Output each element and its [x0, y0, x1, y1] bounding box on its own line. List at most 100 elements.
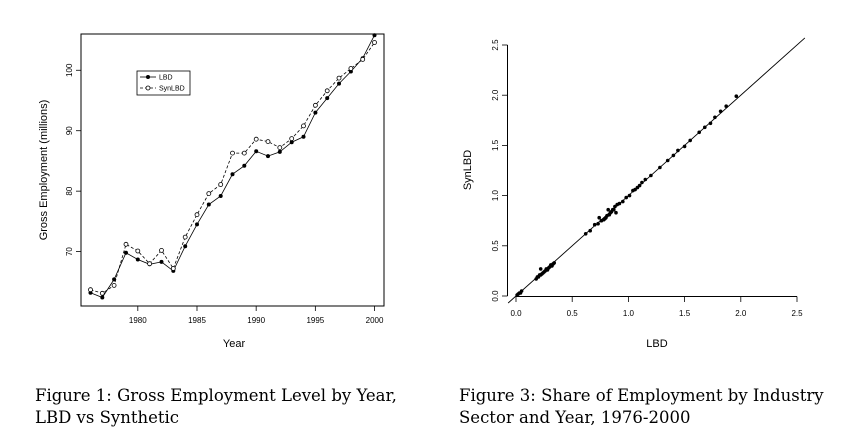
y-tick-label: 80 — [65, 186, 74, 195]
point-lbd — [206, 202, 211, 207]
scatter-point — [588, 228, 592, 233]
point-synlbd — [88, 287, 93, 293]
scatter-point — [596, 221, 600, 226]
scatter-point — [649, 173, 653, 178]
scatter-point — [658, 165, 662, 170]
point-synlbd — [265, 139, 271, 145]
legend-box — [136, 70, 191, 96]
point-synlbd — [182, 234, 188, 240]
point-synlbd — [253, 136, 259, 142]
scatter-point — [676, 148, 680, 153]
point-lbd — [325, 96, 330, 101]
x-axis-label: Year — [223, 338, 246, 350]
point-lbd — [289, 140, 294, 145]
scatter-point — [597, 215, 601, 220]
point-synlbd — [289, 136, 295, 142]
x-tick-label: 1.0 — [623, 309, 635, 318]
series-layer — [88, 33, 377, 300]
scatter-point — [713, 115, 717, 120]
point-synlbd — [194, 212, 200, 218]
y-tick-label: 1.0 — [491, 189, 500, 201]
scatter-point — [697, 130, 701, 135]
y-tick-label: 2.0 — [491, 89, 500, 101]
figure-1-caption: Figure 1: Gross Employment Level by Year… — [35, 386, 397, 427]
scatter-point — [624, 195, 628, 200]
x-tick-label: 1985 — [188, 316, 206, 325]
legend-marker-synlbd — [145, 85, 151, 91]
scatter-point — [643, 177, 648, 182]
point-synlbd — [99, 290, 105, 296]
point-lbd — [372, 33, 377, 38]
point-lbd — [124, 250, 128, 255]
x-axis: 1980 1985 1990 1995 2000 — [129, 306, 384, 325]
y-tick-label: 70 — [65, 247, 74, 256]
point-lbd — [277, 149, 282, 154]
point-synlbd — [159, 247, 164, 253]
point-lbd — [301, 134, 306, 139]
point-synlbd — [324, 88, 330, 94]
scatter-point — [592, 222, 597, 227]
point-lbd — [159, 259, 164, 264]
points-layer — [515, 94, 739, 297]
y-axis-label: Gross Employment (millions) — [38, 100, 50, 241]
point-synlbd — [348, 66, 354, 71]
scatter-point — [724, 104, 728, 108]
y-tick-label: 1.5 — [491, 139, 500, 151]
y-tick-label: 0.5 — [491, 240, 500, 252]
scatter-point — [708, 121, 713, 126]
scatter-point — [606, 207, 610, 212]
point-synlbd — [135, 248, 141, 254]
scatter-point — [612, 207, 616, 212]
point-lbd — [135, 257, 140, 262]
legend-label-synlbd: SynLBD — [159, 86, 185, 93]
scatter-point — [688, 138, 692, 143]
point-synlbd — [170, 266, 176, 271]
y-tick-label: 2.5 — [491, 39, 500, 51]
scatter-point — [617, 201, 622, 206]
scatter-point — [552, 261, 556, 265]
x-tick-label: 0.5 — [567, 309, 579, 318]
scatter-point — [614, 210, 618, 215]
point-synlbd — [241, 150, 247, 156]
point-synlbd — [111, 282, 117, 288]
x-tick-label: 1.5 — [679, 309, 691, 318]
point-lbd — [242, 163, 247, 168]
x-tick-label: 2.5 — [791, 309, 803, 318]
point-synlbd — [360, 57, 366, 62]
point-lbd — [337, 81, 341, 86]
point-synlbd — [206, 191, 212, 197]
scatter-point — [637, 183, 642, 188]
y-axis: 0.0 0.5 1.0 1.5 2.0 2.5 — [491, 39, 508, 302]
x-tick-label: 0.0 — [510, 309, 522, 318]
point-lbd — [254, 149, 259, 154]
y-tick-label: 0.0 — [491, 290, 500, 302]
point-synlbd — [230, 150, 235, 156]
y-tick-label: 100 — [65, 63, 74, 77]
scatter-point — [621, 199, 625, 204]
point-synlbd — [301, 123, 306, 129]
point-synlbd — [372, 40, 377, 45]
legend: LBD SynLBD — [136, 70, 191, 96]
x-axis: 0.0 0.5 1.0 1.5 2.0 2.5 — [510, 296, 803, 318]
x-tick-label: 1990 — [247, 316, 265, 325]
y-axis-label: SynLBD — [462, 150, 474, 190]
legend-label-lbd: LBD — [159, 75, 173, 82]
scatter-point — [583, 232, 588, 236]
y-axis: 70 80 90 100 — [65, 63, 81, 256]
scatter-point — [640, 180, 644, 185]
point-lbd — [100, 295, 105, 300]
point-lbd — [112, 277, 117, 282]
point-lbd — [183, 244, 188, 249]
scatter-point — [665, 158, 670, 163]
point-synlbd — [147, 261, 153, 267]
x-tick-label: 2.0 — [735, 309, 747, 318]
point-lbd — [195, 222, 199, 227]
x-tick-label: 2000 — [366, 316, 384, 325]
scatter-point — [703, 125, 707, 130]
x-axis-label: LBD — [646, 338, 667, 350]
reference-line-y-equals-x — [507, 37, 806, 304]
scatter-point — [734, 94, 739, 98]
point-lbd — [266, 154, 270, 159]
